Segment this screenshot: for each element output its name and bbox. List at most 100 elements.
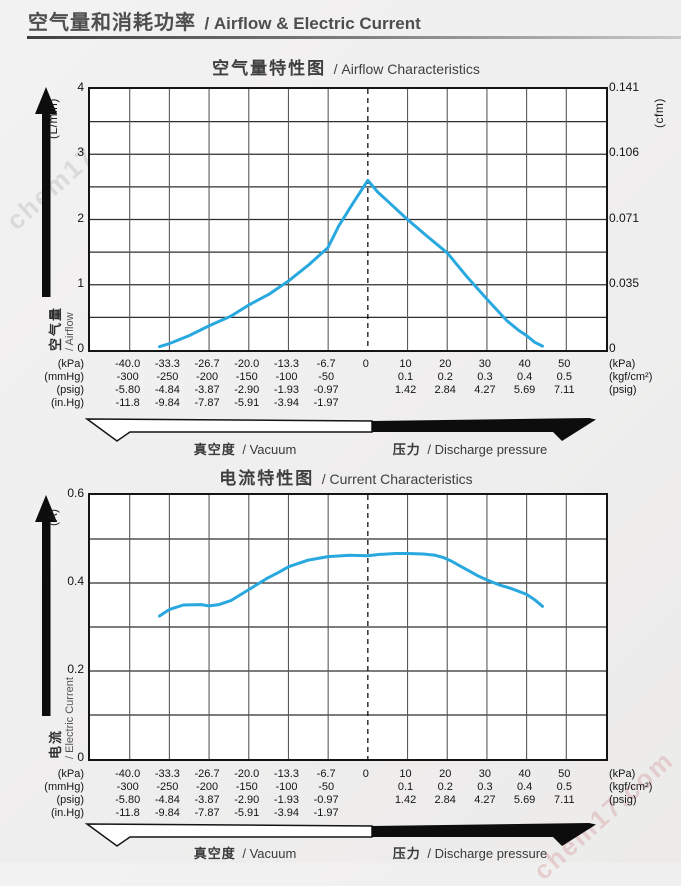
y-axis-arrow xyxy=(35,87,57,297)
x-tick-vacuum: -40.0 xyxy=(115,768,141,780)
x-tick-vacuum: -100 xyxy=(275,781,298,793)
y-right-tick-label: 0 xyxy=(609,341,616,355)
x-tick-vacuum: -5.80 xyxy=(115,794,141,806)
page-title: 空气量和消耗功率 / Airflow & Electric Current xyxy=(28,6,421,35)
vacuum-label: 真空度 / Vacuum xyxy=(150,843,340,862)
x-tick-pressure: 10 xyxy=(399,358,412,370)
y-axis-arrow xyxy=(35,495,57,716)
x-tick-pressure: 4.27 xyxy=(474,384,496,396)
x-tick-vacuum: -33.3 xyxy=(154,358,180,370)
x-tick-vacuum: -4.84 xyxy=(154,384,180,396)
x-axis-unit-left: (mmHg) xyxy=(44,371,84,383)
x-tick-vacuum: -200 xyxy=(196,371,219,383)
y-right-tick-label: 0.141 xyxy=(609,80,640,94)
x-axis-unit-left: (in.Hg) xyxy=(50,397,84,409)
x-tick-vacuum: -1.97 xyxy=(313,807,339,819)
x-tick-vacuum: -9.84 xyxy=(154,397,180,409)
y-right-tick-label: 0.106 xyxy=(609,145,640,160)
y-tick-label: 0.2 xyxy=(67,662,84,676)
x-tick-pressure: 1.42 xyxy=(394,384,417,396)
y-tick-label: 2 xyxy=(77,210,84,225)
x-axis-unit-left: (psig) xyxy=(56,794,84,806)
x-axis-unit-left: (in.Hg) xyxy=(50,807,84,819)
discharge-label-zh: 压力 xyxy=(392,442,421,457)
x-tick-vacuum: -20.0 xyxy=(234,358,260,370)
x-tick-vacuum: -1.97 xyxy=(313,397,339,409)
x-tick-vacuum: -7.87 xyxy=(194,397,220,409)
x-tick-pressure: 0.2 xyxy=(437,371,453,383)
x-tick-vacuum: -300 xyxy=(116,781,139,793)
current-y-axis-label-zh: 电流 xyxy=(48,728,63,759)
x-tick-vacuum: -3.87 xyxy=(194,794,220,806)
page-title-zh: 空气量和消耗功率 xyxy=(28,12,196,34)
x-tick-vacuum: -20.0 xyxy=(234,768,260,780)
vacuum-arrow xyxy=(84,418,373,442)
airflow-title-zh: 空气量特性图 xyxy=(212,59,327,78)
x-tick-vacuum: -40.0 xyxy=(115,358,141,370)
x-tick-vacuum: -0.97 xyxy=(313,384,339,396)
x-tick-pressure: 40 xyxy=(518,768,531,780)
header-divider xyxy=(27,36,681,39)
airflow-plot-area xyxy=(88,87,608,352)
x-tick-vacuum: -1.93 xyxy=(273,384,299,396)
x-tick-pressure: 5.69 xyxy=(513,384,536,396)
x-tick-vacuum: -26.7 xyxy=(194,768,220,780)
x-axis-unit-right: (kPa) xyxy=(609,768,636,780)
x-tick-vacuum: -300 xyxy=(116,371,139,383)
x-tick-vacuum: -3.87 xyxy=(194,384,220,396)
x-tick-vacuum: -6.7 xyxy=(316,358,336,370)
x-tick-vacuum: -50 xyxy=(318,781,335,793)
y-tick-label: 4 xyxy=(77,80,84,94)
x-tick-vacuum: -11.8 xyxy=(115,807,140,819)
y-tick-label: 1 xyxy=(77,275,84,290)
airflow-title-en: / Airflow Characteristics xyxy=(333,61,480,77)
x-tick-pressure: 40 xyxy=(518,358,531,370)
x-axis-unit-right: (kPa) xyxy=(609,358,636,370)
x-tick-zero: 0 xyxy=(362,358,369,370)
x-tick-vacuum: -5.80 xyxy=(115,384,141,396)
x-tick-pressure: 0.3 xyxy=(477,371,493,383)
vacuum-label-zh: 真空度 xyxy=(193,442,236,457)
x-axis-unit-left: (kPa) xyxy=(57,768,84,780)
current-title-zh: 电流特性图 xyxy=(219,469,315,488)
y-right-tick-label: 0.071 xyxy=(609,210,640,225)
x-tick-vacuum: -5.91 xyxy=(234,397,260,409)
discharge-label: 压力 / Discharge pressure xyxy=(370,843,570,862)
x-tick-pressure: 2.84 xyxy=(434,384,456,396)
x-tick-pressure: 0.1 xyxy=(397,371,414,383)
y-tick-label: 0 xyxy=(77,750,84,764)
discharge-label-en: / Discharge pressure xyxy=(427,442,548,457)
vacuum-label-en: / Vacuum xyxy=(242,846,297,861)
pressure-direction-arrows xyxy=(84,823,596,847)
watermark-bottom-right: chem17.com xyxy=(527,744,680,886)
airflow-plot-svg xyxy=(90,89,606,350)
vacuum-label-zh: 真空度 xyxy=(193,846,236,861)
x-axis-unit-right: (kgf/cm²) xyxy=(609,781,653,793)
x-tick-pressure: 50 xyxy=(558,358,571,370)
x-tick-pressure: 1.42 xyxy=(394,794,417,806)
x-tick-vacuum: -11.8 xyxy=(115,397,140,409)
x-tick-pressure: 10 xyxy=(399,768,412,780)
current-plot-svg xyxy=(90,495,606,759)
x-tick-pressure: 0.4 xyxy=(516,371,533,383)
x-tick-pressure: 7.11 xyxy=(554,794,575,806)
current-title-en: / Current Characteristics xyxy=(321,471,473,487)
x-tick-vacuum: -150 xyxy=(235,371,258,383)
x-tick-vacuum: -250 xyxy=(156,371,179,383)
airflow-chart-title: 空气量特性图 / Airflow Characteristics xyxy=(88,54,604,79)
x-tick-pressure: 0.2 xyxy=(437,781,453,793)
discharge-label-zh: 压力 xyxy=(392,846,421,861)
x-tick-pressure: 30 xyxy=(478,358,492,370)
x-tick-vacuum: -0.97 xyxy=(313,794,339,806)
current-y-axis-label-en: / Electric Current xyxy=(64,677,76,759)
x-tick-vacuum: -2.90 xyxy=(234,384,260,396)
x-tick-vacuum: -33.3 xyxy=(154,768,180,780)
x-tick-pressure: 50 xyxy=(558,768,571,780)
x-tick-pressure: 0.5 xyxy=(556,781,572,793)
vacuum-arrow xyxy=(84,823,373,847)
x-tick-pressure: 20 xyxy=(439,358,452,370)
vacuum-label-en: / Vacuum xyxy=(242,442,297,457)
y-right-tick-label: 0.035 xyxy=(609,275,640,290)
airflow-y-unit: (L/min) xyxy=(46,98,60,139)
x-tick-pressure: 7.11 xyxy=(554,384,575,396)
